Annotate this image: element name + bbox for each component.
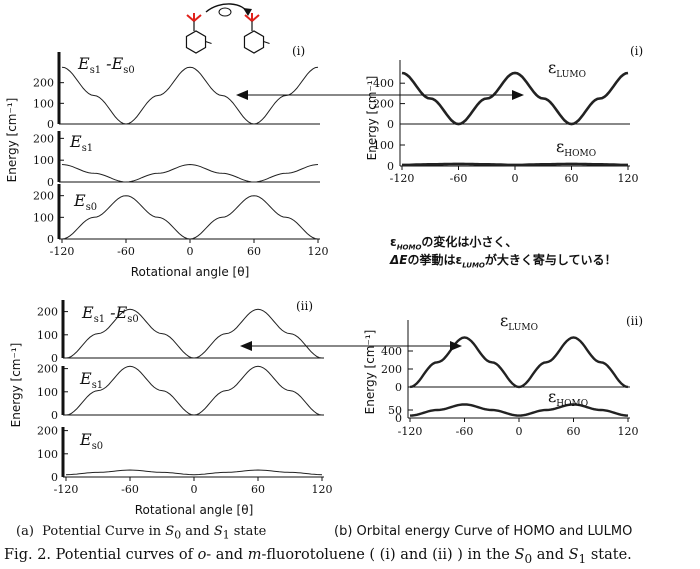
b-ii-ytick-label: 0 [395, 381, 402, 394]
double-headed-arrow-icon-head-left [236, 90, 248, 100]
a_i_bot-xtick-label: -120 [50, 245, 75, 258]
a_i_top-ytick-label: 0 [47, 118, 54, 131]
a-ii-bot-series-label: Es0 [79, 430, 103, 452]
b-i-ytick-label: 0 [387, 118, 394, 131]
figure-caption: Fig. 2. Potential curves of o- and m-flu… [4, 547, 632, 566]
b-ii-ytick-label: 400 [381, 345, 402, 358]
b-i-xtick-label: 120 [618, 172, 639, 185]
b-ii-xtick-label: -60 [456, 425, 474, 438]
a-ii-y-title: Energy [cm⁻¹] [9, 343, 23, 428]
a_ii_mid-ytick-label: 0 [51, 409, 58, 422]
note-text-2b: が大きく寄与している！ [484, 253, 617, 267]
b-i-homo-line [402, 162, 628, 167]
b-i-ytick-label: 100 [373, 139, 394, 152]
a_i_mid-ytick-label: 0 [47, 176, 54, 189]
a_ii_top-ytick-label: 0 [51, 352, 58, 365]
b-i-y-title: Energy [cm⁻¹] [365, 76, 379, 161]
a_i_top-ytick-label: 100 [33, 97, 54, 110]
b-ii-xtick-label: 120 [618, 425, 639, 438]
a_ii_top-ytick-label: 200 [37, 306, 58, 319]
o-fluorotoluene-structure-icon [185, 13, 212, 54]
b-ii-ytick-label: 50 [388, 404, 402, 417]
b-ii-xtick-label: -120 [398, 425, 423, 438]
a_i_bot-xtick-label: 0 [187, 245, 194, 258]
note-line-1: εHOMOの変化は小さく、 [390, 235, 518, 252]
a_i_mid-series-line [61, 163, 319, 183]
a_i_bot-series-line [61, 195, 319, 240]
a_ii_bot-xtick-label: -60 [121, 483, 139, 496]
b-ii-xtick-label: 0 [516, 425, 523, 438]
note-line-2: ΔEの挙動はεLUMOが大きく寄与している！ [390, 253, 617, 270]
a_i_bot-ytick-label: 100 [33, 211, 54, 224]
b-ii-ytick-label: 0 [395, 412, 402, 425]
a_i_bot-ytick-label: 0 [47, 233, 54, 246]
a_i_top-ytick-label: 200 [33, 77, 54, 90]
b-ii-panel-label: (ii) [626, 314, 643, 328]
b-i-lumo-line [401, 71, 629, 126]
note-text-2a: の挙動は [407, 253, 456, 267]
a-ii-mid-series-label: Es1 [79, 369, 103, 391]
a-i-panel-label: (i) [292, 44, 305, 58]
b-i-xtick-label: 60 [565, 172, 579, 185]
a_ii_bot-xtick-label: -120 [54, 483, 79, 496]
a-i-y-title: Energy [cm⁻¹] [5, 98, 19, 183]
a_ii_top-series-line [65, 308, 323, 359]
b-ii-homo-label: εHOMO [548, 387, 588, 409]
a-ii-panel-label: (ii) [296, 299, 313, 313]
a_ii_bot-xtick-label: 120 [312, 483, 333, 496]
a-ii-x-title: Rotational angle [θ] [135, 503, 254, 517]
b-i-ytick-label: 400 [373, 77, 394, 90]
b-ii-y-title: Energy [cm⁻¹] [363, 330, 377, 415]
a_i_bot-xtick-label: 120 [308, 245, 329, 258]
b-i-panel-label: (i) [630, 44, 643, 58]
double-headed-arrow-icon-2-head-left [240, 341, 252, 351]
b-i-xtick-label: -120 [390, 172, 415, 185]
a_ii_top-ytick-label: 100 [37, 329, 58, 342]
caption-a: (a) Potential Curve in S0 and S1 state [16, 524, 267, 542]
o-fluorotoluene-structure-icon-2 [243, 13, 270, 54]
a_i_bot-xtick-label: -60 [117, 245, 135, 258]
b-i-xtick-label: 0 [512, 172, 519, 185]
a-ii-top-series-label: Es1 -Es0 [81, 303, 139, 325]
rotation-arrow-icon [205, 3, 249, 15]
b-i-ytick-label: 200 [373, 98, 394, 111]
note-text-1: の変化は小さく、 [421, 235, 518, 249]
b-ii-ytick-label: 200 [381, 363, 402, 376]
b-i-lumo-label: εLUMO [548, 58, 586, 80]
a-i-top-series-label: Es1 -Es0 [77, 54, 135, 76]
a_ii_bot-ytick-label: 100 [37, 448, 58, 461]
a-i-mid-series-label: Es1 [69, 132, 93, 154]
a_ii_bot-xtick-label: 60 [251, 483, 265, 496]
a-i-bot-series-label: Es0 [73, 191, 97, 213]
a_i_bot-ytick-label: 200 [33, 190, 54, 203]
a_ii_mid-series-line [65, 365, 323, 416]
b-i-ytick-label: 0 [387, 160, 394, 173]
rotation-ring [218, 7, 232, 17]
b-i-homo-label: εHOMO [556, 137, 596, 159]
a_ii_bot-xtick-label: 0 [191, 483, 198, 496]
caption-b: (b) Orbital energy Curve of HOMO and LUL… [334, 524, 633, 539]
a_ii_mid-ytick-label: 200 [37, 363, 58, 376]
b-ii-homo-line [409, 403, 629, 417]
a_ii_mid-ytick-label: 100 [37, 386, 58, 399]
b-i-xtick-label: -60 [450, 172, 468, 185]
a_ii_bot-ytick-label: 0 [51, 471, 58, 484]
b-ii-lumo-label: εLUMO [500, 311, 538, 333]
double-headed-arrow-icon-head-right [512, 90, 524, 100]
a_i_top-series-line [61, 66, 319, 125]
a_ii_bot-series-line [65, 469, 323, 476]
a-i-x-title: Rotational angle [θ] [131, 265, 250, 279]
a_i_bot-xtick-label: 60 [247, 245, 261, 258]
a_i_mid-ytick-label: 200 [33, 132, 54, 145]
b-ii-lumo-line [409, 336, 629, 389]
b-ii-xtick-label: 60 [567, 425, 581, 438]
rotation-arrow-head [243, 8, 252, 16]
a_ii_bot-ytick-label: 200 [37, 425, 58, 438]
double-headed-arrow-icon-2-head-right [450, 341, 462, 351]
a_i_mid-ytick-label: 100 [33, 154, 54, 167]
